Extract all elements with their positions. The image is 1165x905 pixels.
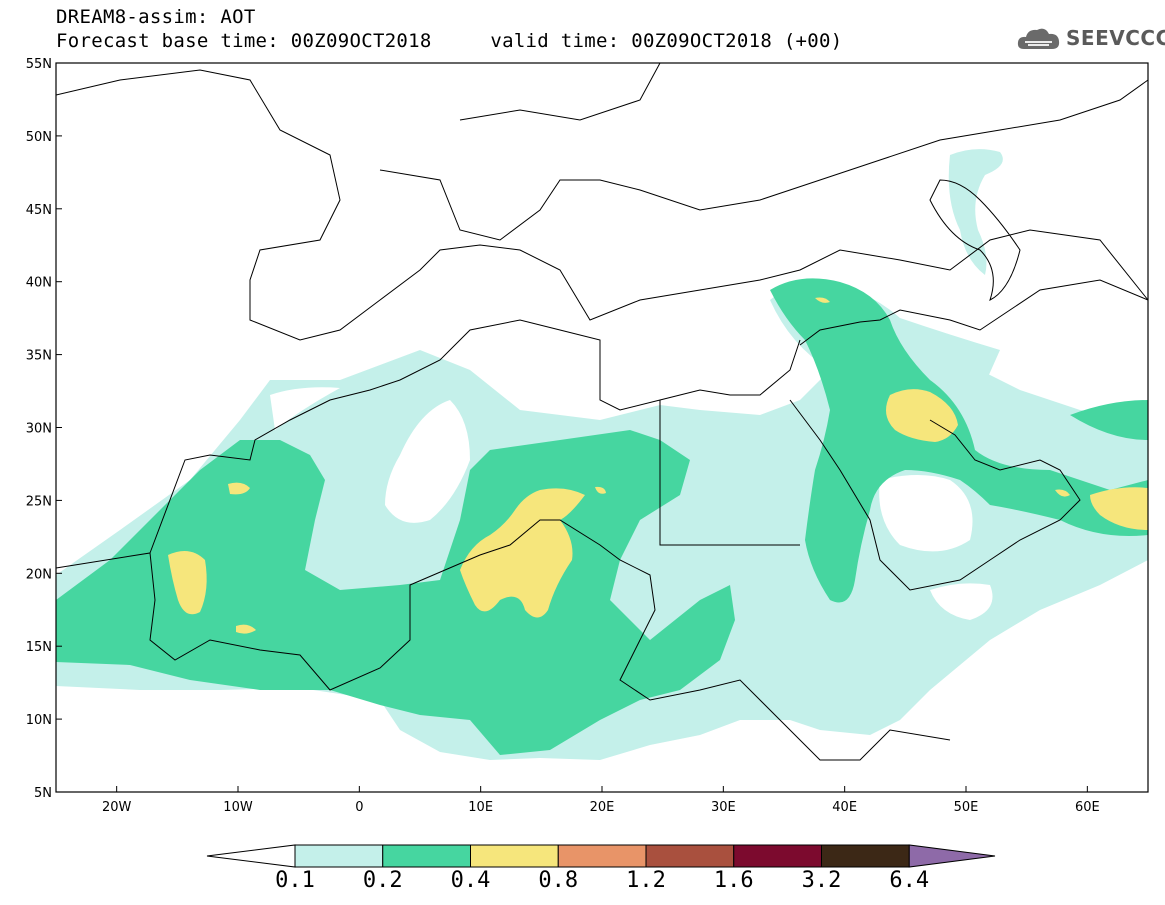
lon-label: 50E bbox=[954, 800, 979, 815]
map-subtitle-times: Forecast base time: 00Z09OCT2018 valid t… bbox=[56, 30, 843, 52]
lat-label: 45N bbox=[26, 203, 52, 218]
aot-contour-high bbox=[168, 297, 1148, 634]
lon-label: 40E bbox=[832, 800, 857, 815]
lat-label: 30N bbox=[26, 422, 52, 437]
colorbar-label: 0.1 bbox=[275, 868, 315, 893]
coastlines-borders bbox=[56, 63, 1148, 761]
lon-label: 20W bbox=[102, 800, 132, 815]
colorbar-label: 3.2 bbox=[801, 868, 842, 893]
colorbar-label: 0.8 bbox=[538, 868, 579, 893]
cloud-icon bbox=[1017, 28, 1060, 49]
lat-label: 55N bbox=[26, 57, 52, 72]
colorbar-label: 1.6 bbox=[713, 868, 754, 893]
lon-label: 60E bbox=[1075, 800, 1100, 815]
lon-label: 30E bbox=[711, 800, 736, 815]
lat-label: 40N bbox=[26, 276, 52, 291]
lon-label: 10E bbox=[468, 800, 493, 815]
lat-label: 10N bbox=[26, 713, 52, 728]
colorbar-label: 6.4 bbox=[889, 868, 930, 893]
colorbar-label: 0.4 bbox=[450, 868, 491, 893]
lat-label: 15N bbox=[26, 640, 52, 655]
latitude-axis: 55N 50N 45N 40N 35N 30N 25N 20N 15N 10N 5N bbox=[26, 57, 62, 801]
logo-text: SEEVCCC bbox=[1066, 26, 1165, 50]
seevccc-logo: SEEVCCC bbox=[1016, 24, 1165, 52]
lat-label: 5N bbox=[34, 786, 52, 801]
longitude-axis: 20W 10W 0 10E 20E 30E 40E 50E 60E bbox=[102, 786, 1100, 815]
lat-label: 50N bbox=[26, 130, 52, 145]
lat-label: 35N bbox=[26, 349, 52, 364]
aot-clear-patches bbox=[270, 387, 993, 620]
lon-label: 10W bbox=[223, 800, 253, 815]
map-title: DREAM8-assim: AOT bbox=[56, 6, 256, 28]
lat-label: 20N bbox=[26, 567, 52, 582]
lon-label: 0 bbox=[355, 800, 363, 815]
lat-label: 25N bbox=[26, 494, 52, 509]
colorbar-label: 1.2 bbox=[626, 868, 666, 893]
colorbar-label: 0.2 bbox=[362, 868, 403, 893]
lon-label: 20E bbox=[590, 800, 615, 815]
